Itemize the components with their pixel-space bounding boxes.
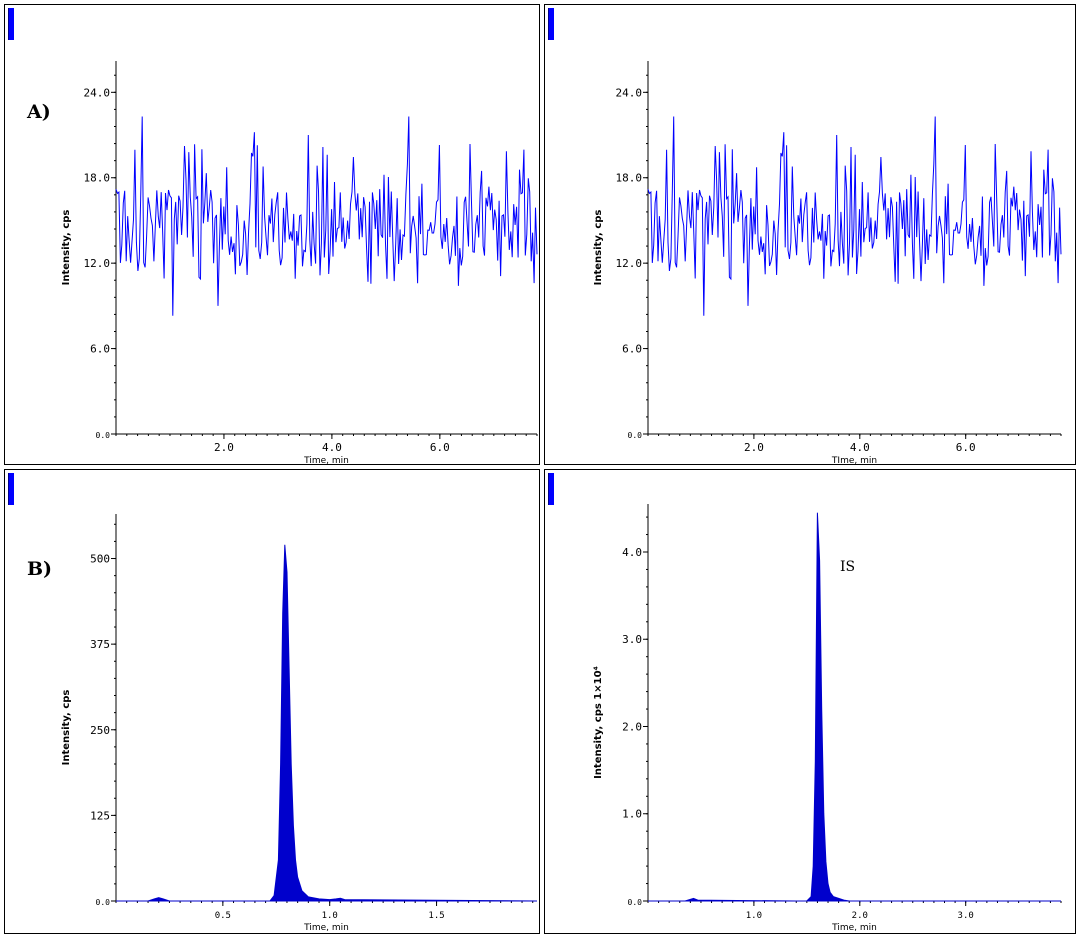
y-tick-label: 6.0	[90, 343, 110, 356]
chart-a-left: 0.0 6.0 12.0 18.0 24.0 2.0 4.0 6.0 Time, min Inte…	[61, 61, 538, 466]
chromatogram-peak-area	[648, 512, 1061, 902]
y-tick-label: 24.0	[616, 86, 643, 99]
x-tick-label: 1.0	[322, 911, 338, 921]
x-tick-label: 2.0	[852, 911, 868, 921]
y-tick-label: 250	[90, 724, 110, 737]
y-axis-title: Intensity, cps	[61, 690, 72, 766]
x-tick-label: 1.0	[746, 911, 762, 921]
y-tick-label: 0.0	[628, 898, 643, 907]
x-axis-title: TIme, min	[831, 456, 877, 466]
x-axis-title: Time, min	[303, 456, 349, 466]
chart-b-left: 0.0 125 250 375 500 0.5 1.0 1.5 Time, min Intensi…	[61, 514, 538, 933]
panel-b-right: 0.0 1.0 2.0 3.0 4.0 1.0 2.0 3.0 Time, min Intensi…	[544, 469, 1076, 934]
panel-marker	[8, 8, 14, 40]
y-tick-label: 0.0	[96, 431, 111, 440]
y-tick-label: 6.0	[622, 343, 642, 356]
panel-a-right: 0.0 6.0 12.0 18.0 24.0 2.0 4.0 6.0 TIme, min Inte…	[544, 4, 1076, 466]
panel-marker	[8, 473, 14, 505]
x-tick-label: 6.0	[956, 441, 976, 454]
y-tick-label: 12.0	[84, 257, 111, 270]
y-tick-label: 0.0	[96, 898, 111, 907]
chromatogram-trace-line	[115, 116, 538, 316]
chromatogram-trace-line	[647, 116, 1062, 316]
y-tick-label: 24.0	[84, 86, 111, 99]
chart-b-right: 0.0 1.0 2.0 3.0 4.0 1.0 2.0 3.0 Time, min Intensi…	[593, 504, 1062, 933]
y-tick-label: 12.0	[616, 257, 643, 270]
y-tick-label: 0.0	[628, 431, 643, 440]
x-axis-title: Time, min	[831, 923, 877, 933]
chart-a-right: 0.0 6.0 12.0 18.0 24.0 2.0 4.0 6.0 TIme, min Inte…	[593, 61, 1062, 466]
panel-label-a: A)	[27, 101, 51, 123]
peak-annotation-is: IS	[840, 559, 856, 575]
x-tick-label: 2.0	[744, 441, 764, 454]
x-tick-label: 0.5	[215, 911, 231, 921]
y-tick-label: 18.0	[84, 172, 111, 185]
x-axis-title: Time, min	[303, 923, 349, 933]
panel-marker	[548, 8, 554, 40]
y-tick-label: 500	[90, 553, 110, 566]
x-tick-label: 4.0	[322, 441, 342, 454]
chromatogram-peak-area	[116, 544, 538, 902]
x-tick-label: 4.0	[850, 441, 870, 454]
y-axis-title: Intensity, cps 1×10⁴	[593, 666, 604, 779]
y-tick-label: 1.0	[622, 808, 642, 821]
x-tick-label: 2.0	[214, 441, 234, 454]
y-tick-label: 3.0	[622, 633, 642, 646]
y-tick-label: 125	[90, 809, 110, 822]
x-tick-label: 3.0	[958, 911, 974, 921]
x-tick-label: 1.5	[428, 911, 444, 921]
x-tick-label: 6.0	[430, 441, 450, 454]
panel-marker	[548, 473, 554, 505]
panel-a-left: 0.0 6.0 12.0 18.0 24.0 2.0 4.0 6.0 Time, min Inte…	[4, 4, 540, 466]
panel-label-b: B)	[27, 558, 53, 580]
y-tick-label: 18.0	[616, 172, 643, 185]
y-tick-label: 375	[90, 638, 110, 651]
y-axis-title: Intensity, cps	[61, 210, 72, 286]
y-axis-title: Intensity, cps	[593, 210, 604, 286]
y-tick-label: 4.0	[622, 546, 642, 559]
panel-b-left: 0.0 125 250 375 500 0.5 1.0 1.5 Time, min Intensi…	[4, 469, 540, 934]
y-tick-label: 2.0	[622, 720, 642, 733]
